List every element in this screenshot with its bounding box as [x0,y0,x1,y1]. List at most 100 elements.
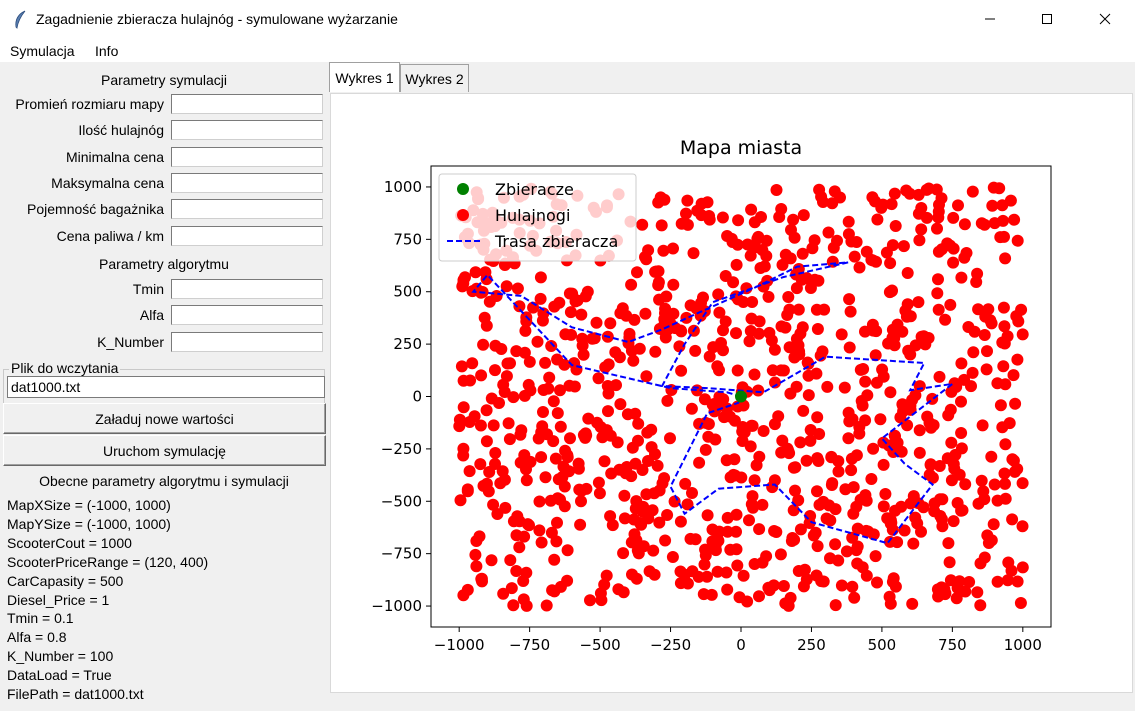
max-price-input[interactable] [171,173,323,193]
current-param-line: ScooterPriceRange = (120, 400) [7,553,209,570]
scooter-point [909,389,922,402]
scooter-point [551,407,564,420]
scooter-point [474,419,487,432]
scooter-point [703,350,716,363]
scooter-point [925,421,938,434]
tmin-input[interactable] [171,279,323,299]
alfa-input[interactable] [171,305,323,325]
scooter-point [699,443,712,456]
tab-wykres-2[interactable]: Wykres 2 [400,64,469,92]
scooter-point [948,462,961,475]
scooter-point [475,369,488,382]
scooter-point [515,424,528,437]
scooter-point [998,230,1010,243]
scooter-point [763,326,776,339]
scooter-point [950,592,963,605]
scooter-point [825,451,838,464]
trunk-capacity-input[interactable] [171,199,323,219]
scooter-count-input[interactable] [171,120,323,140]
scooter-point [753,523,766,536]
scooter-point [840,545,853,558]
scooter-point [884,257,897,270]
load-values-button[interactable]: Załaduj nowe wartości [3,403,326,434]
scooter-point [522,378,535,391]
file-frame: Plik do wczytania [3,360,325,405]
tab-wykres-1[interactable]: Wykres 1 [329,62,400,92]
legend-box [438,173,637,262]
menu-info[interactable]: Info [95,43,119,59]
scooter-point [947,256,960,269]
plot-canvas: Mapa miasta −1000 −750 −500 −250 0 250 500 750 1… [330,93,1133,693]
maximize-button[interactable] [1018,0,1076,40]
scooter-point [807,529,820,542]
scooter-point [482,485,495,498]
scooter-point [487,419,500,432]
minimize-button[interactable] [961,0,1019,40]
scooter-point [906,597,919,610]
scooter-point [785,223,797,236]
scooter-point [713,364,725,377]
scooter-point [625,536,638,549]
legend-marker-hulajnogi [457,209,469,221]
scooter-point [504,554,517,567]
scooter-point [600,569,613,582]
scooter-point [884,597,897,610]
scooter-point [956,504,969,517]
scooter-point [571,294,584,307]
scooter-point [701,570,713,583]
scooter-point [636,218,649,231]
min-price-input[interactable] [171,147,323,167]
scooter-point [936,520,949,533]
scooter-point [483,466,496,478]
scooter-point [716,211,729,224]
scooter-point [664,432,676,445]
scooter-point [889,504,901,517]
scooter-point [877,500,890,513]
fuel-price-input[interactable] [171,226,323,246]
scooter-point [712,288,725,301]
scooter-point [996,421,1009,434]
scooter-point [811,323,824,335]
scooter-point [997,360,1010,373]
scooter-point [551,492,564,505]
scooter-point [625,278,638,291]
scooter-point [887,572,900,585]
scooter-point [998,337,1011,350]
scooter-point [871,213,884,226]
scooter-point [800,272,813,285]
scooter-point [907,537,920,550]
scooter-point [667,307,680,320]
scooter-point [924,459,937,471]
scooter-point [786,532,799,544]
map-radius-input[interactable] [171,94,323,114]
scooter-point [871,576,883,589]
scooter-point [575,495,587,508]
scooter-point [699,549,712,562]
scooter-point [520,599,533,612]
k-number-label: K_Number [97,334,164,350]
scooter-point [748,558,761,570]
scooter-point [978,551,991,564]
scooter-point [721,525,734,538]
current-param-line: MapXSize = (-1000, 1000) [7,497,171,513]
menu-symulacja[interactable]: Symulacja [10,43,75,59]
scooter-point [745,419,758,432]
scooter-point [505,582,518,595]
run-simulation-button[interactable]: Uruchom symulację [3,435,326,466]
scooter-point [985,450,998,463]
left-panel: Parametry symulacji Promień rozmiaru map… [0,62,328,711]
scooter-point [748,216,761,229]
scooter-point [457,589,470,602]
k-number-input[interactable] [171,332,323,352]
scooter-point [931,287,944,300]
scooter-point [811,452,824,465]
scooter-point [832,554,845,567]
scooter-point [473,530,486,543]
file-path-input[interactable] [7,376,325,398]
scooter-point [972,497,985,510]
y-tick-label: 500 [393,283,422,301]
scooter-point [667,242,679,255]
scooter-point [693,456,706,469]
scooter-point [726,236,739,248]
close-button[interactable] [1076,0,1134,40]
